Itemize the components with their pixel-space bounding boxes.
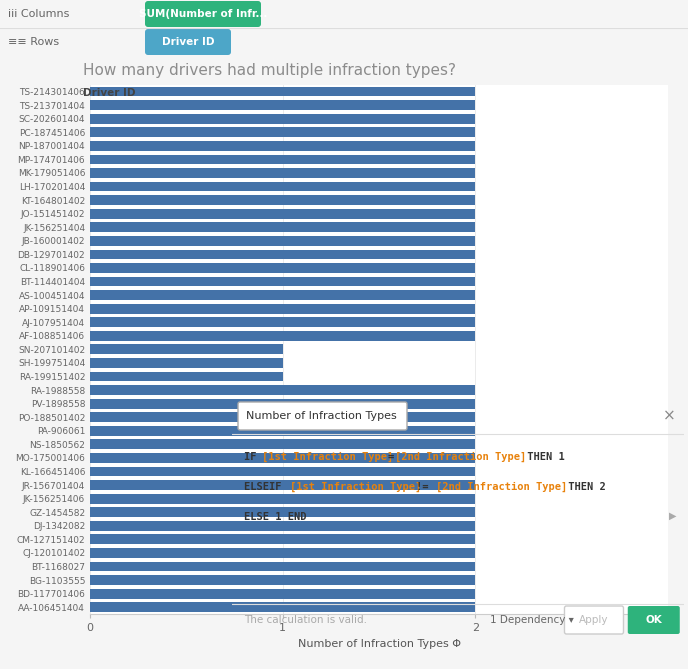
Text: ELSE 1 END: ELSE 1 END <box>244 512 306 522</box>
Text: SUM(Number of Infr...: SUM(Number of Infr... <box>139 9 267 19</box>
Bar <box>90 141 475 151</box>
Text: THEN 2: THEN 2 <box>562 482 605 492</box>
Bar <box>90 466 475 476</box>
Bar <box>90 548 475 558</box>
Text: [1st Infraction Type]: [1st Infraction Type] <box>290 482 421 492</box>
Text: 1 Dependency ▾: 1 Dependency ▾ <box>490 615 574 625</box>
Text: [2nd Infraction Type]: [2nd Infraction Type] <box>395 452 526 462</box>
Text: [1st Infraction Type]: [1st Infraction Type] <box>262 452 394 462</box>
Bar <box>90 114 475 124</box>
Text: ELSEIF: ELSEIF <box>244 482 288 492</box>
Bar <box>90 399 475 409</box>
Bar <box>90 168 475 178</box>
Text: !=: != <box>416 482 435 492</box>
Bar <box>90 222 475 232</box>
Bar <box>90 304 475 314</box>
Text: Driver ID: Driver ID <box>83 88 136 98</box>
Bar <box>90 263 475 273</box>
Bar <box>90 535 475 545</box>
Text: ×: × <box>663 409 676 423</box>
FancyBboxPatch shape <box>238 402 407 430</box>
Bar <box>90 331 475 341</box>
Bar <box>90 250 475 260</box>
Bar <box>90 412 475 422</box>
Bar <box>90 182 475 191</box>
Bar <box>90 100 475 110</box>
X-axis label: Number of Infraction Types Φ: Number of Infraction Types Φ <box>297 639 460 648</box>
Text: The calculation is valid.: The calculation is valid. <box>244 615 367 625</box>
FancyBboxPatch shape <box>145 29 231 55</box>
Bar <box>90 155 475 165</box>
Bar <box>90 87 475 96</box>
Bar <box>90 561 475 571</box>
Bar <box>90 426 475 436</box>
Bar <box>90 290 475 300</box>
Bar <box>90 575 475 585</box>
Bar <box>90 494 475 504</box>
Bar <box>90 358 283 368</box>
Bar <box>90 480 475 490</box>
Text: OK: OK <box>645 615 662 625</box>
Text: [2nd Infraction Type]: [2nd Infraction Type] <box>436 482 567 492</box>
Bar <box>90 602 475 612</box>
Text: ▶: ▶ <box>669 511 676 521</box>
Bar <box>90 507 475 517</box>
Text: iii Columns: iii Columns <box>8 9 69 19</box>
Bar <box>90 440 475 450</box>
Bar <box>90 236 475 246</box>
Text: IF: IF <box>244 452 263 462</box>
Bar <box>90 521 475 531</box>
Text: How many drivers had multiple infraction types?: How many drivers had multiple infraction… <box>83 63 456 78</box>
Bar <box>90 372 283 381</box>
Text: =: = <box>388 452 394 462</box>
Bar <box>90 453 475 463</box>
Bar <box>90 127 475 137</box>
Bar <box>90 195 475 205</box>
Text: Number of Infraction Types: Number of Infraction Types <box>246 411 397 421</box>
Bar <box>90 385 475 395</box>
Bar <box>90 345 283 355</box>
FancyBboxPatch shape <box>564 606 623 634</box>
FancyBboxPatch shape <box>627 606 680 634</box>
Text: Driver ID: Driver ID <box>162 37 214 47</box>
Text: Apply: Apply <box>579 615 608 625</box>
Bar <box>90 209 475 219</box>
Bar <box>90 589 475 599</box>
FancyBboxPatch shape <box>145 1 261 27</box>
Bar <box>90 277 475 286</box>
Text: ≡≡ Rows: ≡≡ Rows <box>8 37 59 47</box>
Bar <box>90 317 475 327</box>
Text: THEN 1: THEN 1 <box>521 452 565 462</box>
